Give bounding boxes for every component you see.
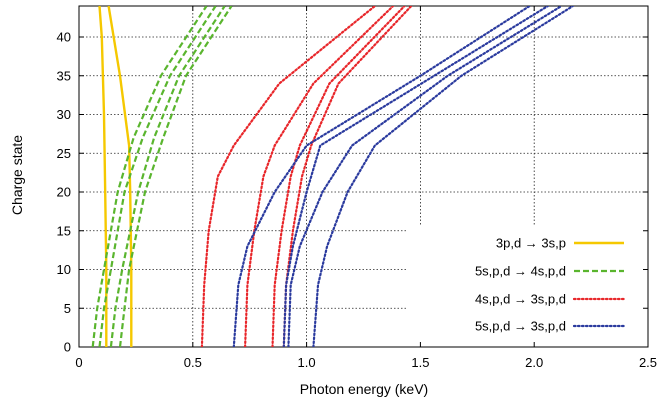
legend-label: 3p,d → 3s,p: [496, 236, 566, 251]
series-3-curve: [244, 6, 395, 347]
series-2-curve: [98, 6, 217, 347]
y-tick-label: 25: [57, 146, 71, 161]
y-tick-label: 35: [57, 68, 71, 83]
series-4-curve: [312, 6, 574, 347]
data-series: [91, 6, 574, 347]
legend: 3p,d → 3s,p 5s,p,d → 4s,p,d 4s,p,d → 3s,p,…: [475, 236, 626, 334]
series-2-curve: [118, 6, 233, 347]
series-2-curve: [109, 6, 226, 347]
series-4-curve: [232, 6, 531, 347]
x-axis-title: Photon energy (keV): [300, 381, 428, 397]
axes: 0 0.5 1.0 1.5 2.0 2.5 0 5 10 15 20 25 30 35 40: [57, 5, 657, 370]
y-tick-label: 30: [57, 107, 71, 122]
y-tick-label: 40: [57, 30, 71, 45]
y-tick-label: 10: [57, 262, 71, 277]
x-tick-label: 1.5: [411, 355, 429, 370]
x-tick-label: 0.5: [184, 355, 202, 370]
x-tick-label: 1.0: [298, 355, 316, 370]
y-tick-label: 20: [57, 185, 71, 200]
series-1-curve: [107, 6, 133, 347]
series-4-curve: [282, 6, 549, 347]
legend-label: 4s,p,d → 3s,p,d: [475, 292, 566, 307]
y-tick-label: 5: [64, 301, 71, 316]
series-2-curve: [91, 6, 208, 347]
x-tick-label: 2.0: [525, 355, 543, 370]
y-axis-title: Charge state: [9, 135, 25, 215]
legend-label: 5s,p,d → 4s,p,d: [475, 264, 566, 279]
series-3-curve: [271, 6, 406, 347]
y-tick-label: 0: [64, 340, 71, 355]
y-tick-label: 15: [57, 223, 71, 238]
series-4-curve: [287, 6, 563, 347]
plot-frame: [78, 5, 649, 348]
grid: [79, 6, 648, 347]
x-tick-label: 0: [75, 355, 82, 370]
series-1-curve: [98, 6, 108, 347]
x-tick-label: 2.5: [639, 355, 657, 370]
series-3-curve: [282, 6, 413, 347]
legend-label: 5s,p,d → 3s,p,d: [475, 319, 566, 334]
series-3-curve: [200, 6, 376, 347]
